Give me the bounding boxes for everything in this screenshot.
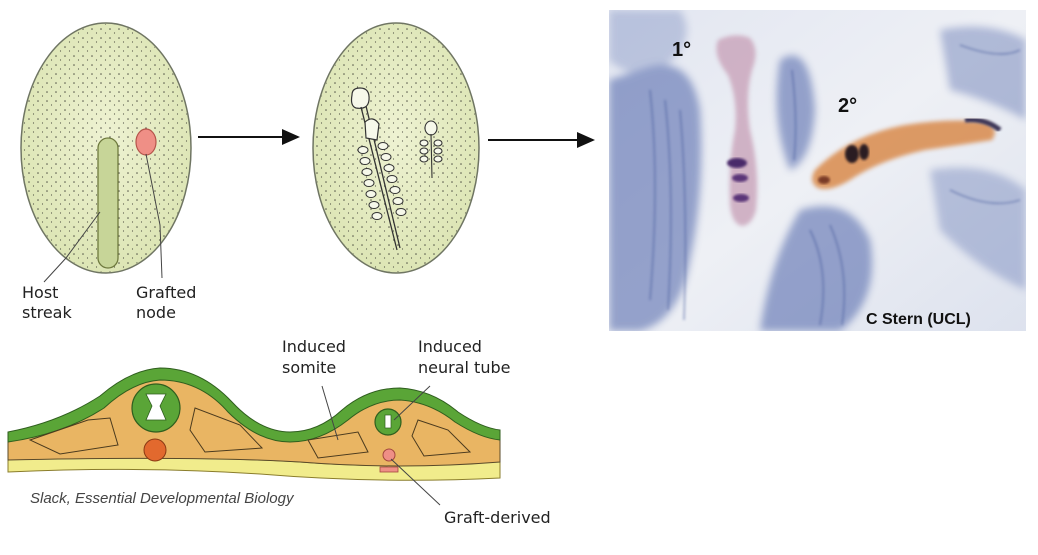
primary-somites [357,142,407,220]
cross-section [7,367,501,481]
host-streak [97,137,119,269]
primary-axis-label: 1° [672,39,691,61]
embryo-double-axis [312,22,480,274]
embryo-host [20,22,192,274]
graft-derived-endoderm [379,466,399,473]
ectoderm [7,367,501,443]
primary-axis [350,87,401,251]
host-streak-label-line1: Host [22,283,58,302]
induced-somite-label-line2: somite [282,358,336,377]
grafted-node [135,128,157,156]
photo-credit: C Stern (UCL) [866,311,971,328]
induced-neural-tube-label-line1: Induced [418,337,482,356]
induced-somite-label-line1: Induced [282,337,346,356]
host-somite-left [28,417,119,455]
secondary-axis-stain [812,117,1002,189]
induced-neural-tube-leader [393,385,431,421]
secondary-axis-label: 2° [838,95,857,117]
grafted-node-label-line1: Grafted [136,283,196,302]
citation: Slack, Essential Developmental Biology [30,490,295,507]
primary-axis-stain [716,35,758,226]
induced-somite-leader [321,385,339,441]
secondary-axis [419,120,443,179]
induced-somite-left [307,431,369,459]
induced-somite-right [411,419,472,457]
graft-derived-notochord [382,448,396,462]
induced-neural-tube-label-line2: neural tube [418,358,510,377]
in-situ-photo: 1° 2° C Stern (UCL) [609,10,1026,331]
host-somite-right [189,407,264,453]
graft-derived-leader [390,458,441,506]
host-notochord [143,438,167,462]
host-streak-label-line2: streak [22,303,72,322]
host-streak-leader [43,211,101,283]
graft-derived-label: Graft-derived [444,508,551,527]
grafted-node-leader [145,153,163,279]
grafted-node-label-line2: node [136,303,176,322]
